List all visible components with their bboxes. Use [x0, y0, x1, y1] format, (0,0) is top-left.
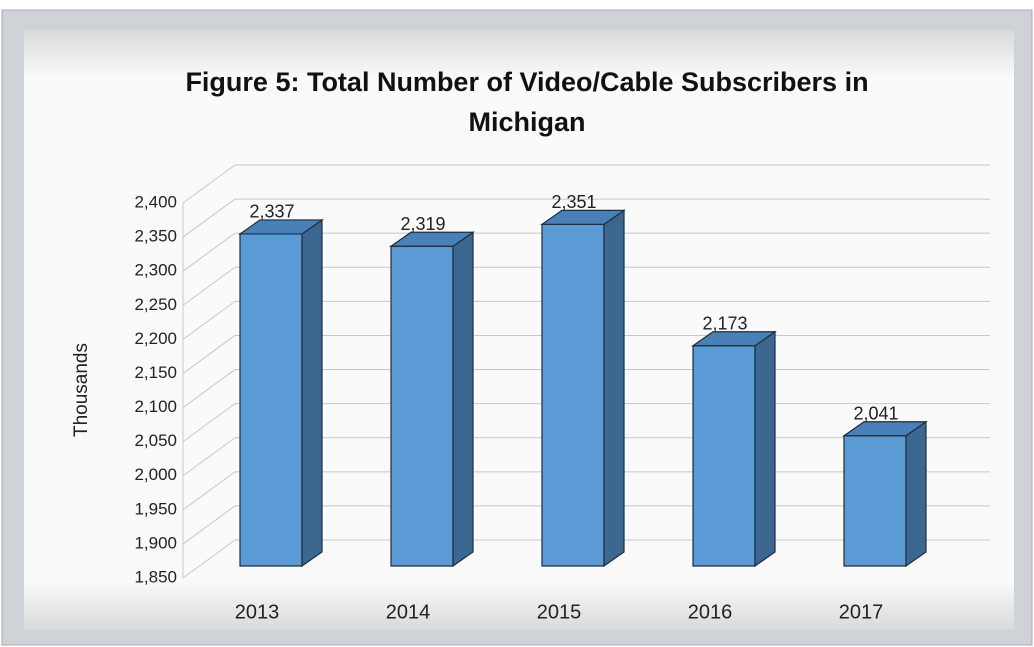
bar-top: [238, 219, 324, 235]
data-label: 2,041: [853, 404, 898, 424]
y-tick-label: 2,350: [134, 227, 177, 246]
bar: [238, 218, 324, 568]
grid-line: [182, 369, 236, 408]
y-tick-label: 2,300: [134, 261, 177, 280]
y-tick-label: 1,950: [134, 499, 177, 518]
y-tick-label: 2,200: [134, 329, 177, 348]
grid-line: [182, 471, 236, 511]
bar-side: [603, 209, 625, 568]
y-axis-label: Thousands: [71, 343, 92, 437]
bar-side: [301, 218, 323, 568]
x-tick-label: 2017: [839, 601, 884, 623]
bar-front: [390, 245, 454, 567]
y-tick-label: 2,000: [134, 465, 177, 484]
grid-line: [182, 164, 236, 204]
y-tick-label: 1,850: [134, 567, 177, 586]
y-tick-label: 2,050: [134, 431, 177, 450]
y-tick-label: 2,250: [134, 295, 177, 314]
data-label: 2,351: [551, 192, 596, 212]
bar: [540, 209, 626, 568]
bar-front: [843, 435, 907, 567]
bar-front: [239, 233, 303, 567]
y-tick-label: 2,400: [134, 192, 177, 211]
bar-top: [842, 421, 928, 437]
grid-line: [182, 300, 236, 340]
chart-title: Figure 5: Total Number of Video/Cable Su…: [185, 67, 869, 137]
bar-side: [905, 420, 927, 568]
bar-top: [691, 331, 777, 347]
x-tick-label: 2015: [537, 601, 582, 623]
grid-line: [182, 266, 236, 306]
grid-line: [182, 232, 236, 272]
bar-side: [452, 231, 474, 568]
bar-front: [541, 223, 605, 567]
bar-top: [540, 209, 626, 226]
grid-line: [182, 335, 236, 374]
y-tick-label: 2,150: [134, 363, 177, 382]
bar: [389, 231, 475, 568]
bar-side: [754, 330, 776, 568]
x-tick-label: 2014: [386, 601, 431, 623]
x-tick-label: 2013: [235, 601, 280, 623]
bar-front: [692, 345, 756, 567]
grid-line: [182, 198, 236, 238]
bar-top: [389, 231, 475, 247]
data-label: 2,337: [249, 202, 294, 222]
x-tick-label: 2016: [688, 601, 733, 623]
bar: [842, 420, 928, 568]
grid-line: [182, 539, 236, 579]
grid-line: [182, 505, 236, 545]
grid-line: [182, 403, 236, 443]
data-label: 2,319: [400, 214, 445, 234]
bar: [691, 330, 777, 568]
y-tick-label: 2,100: [134, 397, 177, 416]
data-label: 2,173: [702, 314, 747, 334]
grid-line: [182, 437, 236, 477]
y-tick-label: 1,900: [134, 533, 177, 552]
